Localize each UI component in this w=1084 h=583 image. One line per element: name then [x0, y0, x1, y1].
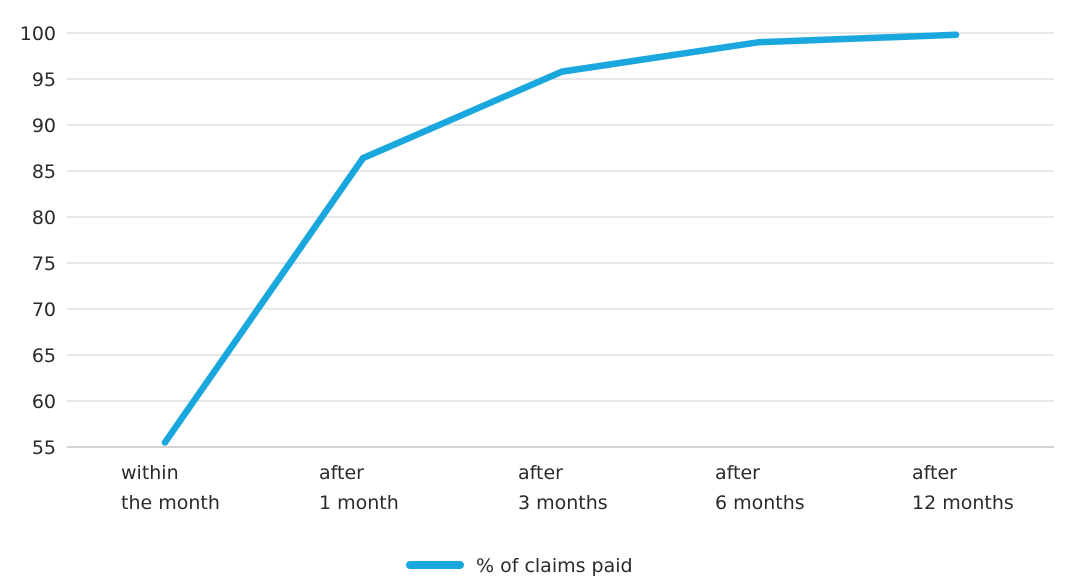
- legend-label: % of claims paid: [476, 555, 633, 577]
- x-tick-label: within the month: [121, 462, 220, 514]
- data-point: [359, 154, 367, 162]
- series-line: [161, 31, 960, 446]
- x-tick-label: after 1 month: [319, 462, 399, 514]
- data-point: [161, 439, 169, 446]
- y-tick-label: 80: [32, 207, 56, 229]
- series-layer: [161, 31, 960, 446]
- x-tick-label: after 3 months: [518, 462, 608, 514]
- y-tick-label: 55: [32, 437, 56, 459]
- y-tick-label: 60: [32, 391, 56, 413]
- x-axis-ticks: within the month after 1 month after 3 months…: [121, 462, 1014, 514]
- data-point: [952, 31, 960, 38]
- y-tick-label: 85: [32, 161, 56, 183]
- gridlines: [67, 32, 1054, 448]
- data-point: [755, 39, 763, 46]
- y-tick-label: 65: [32, 345, 56, 367]
- y-tick-label: 90: [32, 115, 56, 137]
- x-tick-label: after 12 months: [912, 462, 1014, 514]
- y-tick-label: 75: [32, 253, 56, 275]
- y-tick-label: 100: [20, 23, 56, 45]
- legend: % of claims paid: [406, 555, 633, 577]
- y-tick-label: 95: [32, 69, 56, 91]
- data-point: [558, 68, 566, 75]
- y-tick-label: 70: [32, 299, 56, 321]
- x-tick-label: after 6 months: [715, 462, 805, 514]
- y-axis-ticks: 55 60 65 70 75 80 85 90 95 100: [20, 23, 56, 459]
